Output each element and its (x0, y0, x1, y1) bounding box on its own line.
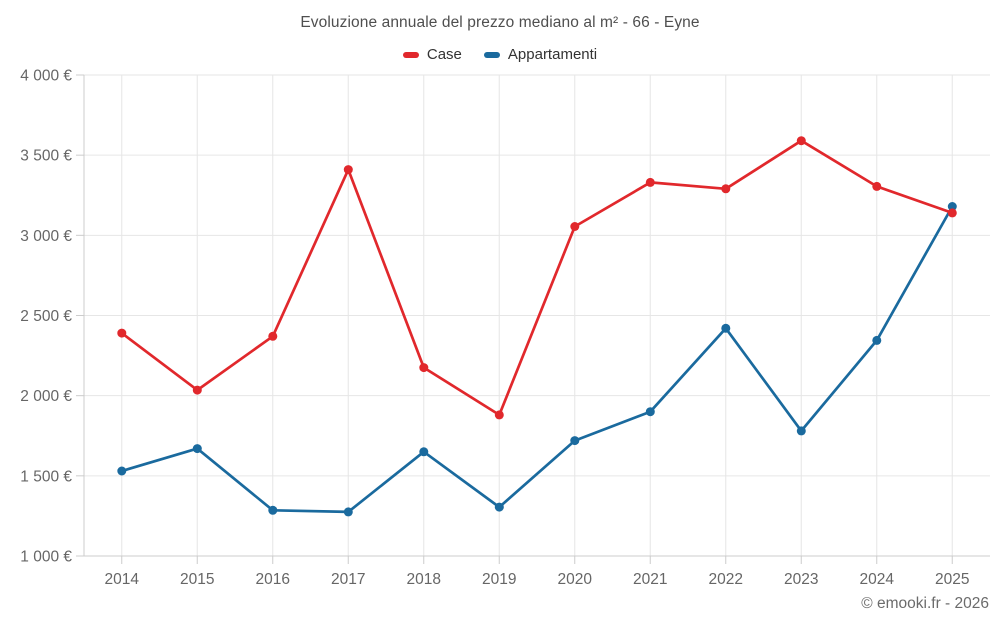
appartamenti-point-2024[interactable] (872, 335, 882, 345)
x-axis-label: 2017 (331, 571, 365, 588)
x-axis-label: 2019 (482, 571, 516, 588)
case-point-2014[interactable] (117, 328, 127, 338)
case-point-2015[interactable] (192, 385, 202, 395)
appartamenti-point-2022[interactable] (721, 323, 731, 333)
appartamenti-line (120, 205, 954, 514)
y-axis-label: 2 500 € (20, 308, 72, 325)
chart-title: Evoluzione annuale del prezzo mediano al… (300, 14, 700, 31)
x-axis-label: 2025 (935, 571, 969, 588)
appartamenti-point-2021[interactable] (645, 407, 655, 417)
legend: Case Appartamenti (0, 46, 1000, 63)
appartamenti-point-2020[interactable] (570, 436, 580, 446)
appartamenti-point-2025[interactable] (947, 202, 957, 211)
legend-item-case[interactable]: Case (402, 46, 462, 63)
y-axis-label: 1 500 € (20, 468, 72, 485)
x-axis-label: 2023 (784, 571, 818, 588)
case-point-2016[interactable] (268, 331, 278, 341)
case-legend-marker (402, 51, 419, 58)
appartamenti-legend-marker (483, 51, 500, 58)
x-axis-label: 2021 (633, 571, 667, 588)
case-point-2020[interactable] (570, 222, 580, 231)
x-axis-label: 2020 (558, 571, 593, 588)
y-axis-label: 2 000 € (20, 388, 72, 405)
x-axis-label: 2014 (105, 571, 140, 588)
y-axis-label: 3 500 € (20, 148, 72, 165)
x-axis-label: 2018 (407, 571, 441, 588)
appartamenti-point-2015[interactable] (192, 444, 202, 454)
appartamenti-point-2016[interactable] (268, 505, 278, 515)
case-point-2025[interactable] (947, 208, 957, 218)
legend-item-appartamenti[interactable]: Appartamenti (483, 46, 598, 63)
x-axis-label: 2016 (256, 571, 290, 588)
case-point-2024[interactable] (872, 181, 882, 191)
appartamenti-point-2023[interactable] (796, 426, 806, 436)
appartamenti-point-2019[interactable] (494, 502, 504, 512)
appartamenti-point-2018[interactable] (419, 447, 429, 457)
case-point-2023[interactable] (796, 136, 806, 146)
appartamenti-point-2017[interactable] (343, 507, 353, 517)
y-axis-label: 4 000 € (20, 68, 72, 85)
case-point-2022[interactable] (721, 184, 731, 194)
y-axis-label: 1 000 € (20, 549, 72, 566)
legend-label-appartamenti: Appartamenti (507, 46, 598, 63)
case-line (120, 139, 954, 417)
legend-label-case: Case (426, 46, 462, 63)
case-point-2017[interactable] (343, 165, 353, 175)
case-point-2018[interactable] (419, 363, 429, 373)
case-point-2019[interactable] (494, 410, 504, 420)
x-axis-label: 2024 (860, 571, 895, 588)
y-axis-label: 3 000 € (20, 228, 72, 245)
watermark-credit[interactable]: © emooki.fr - 2026 (861, 595, 989, 612)
x-axis-label: 2022 (709, 571, 743, 588)
appartamenti-point-2014[interactable] (117, 466, 127, 476)
case-point-2021[interactable] (645, 177, 655, 187)
x-axis-label: 2015 (180, 571, 214, 588)
